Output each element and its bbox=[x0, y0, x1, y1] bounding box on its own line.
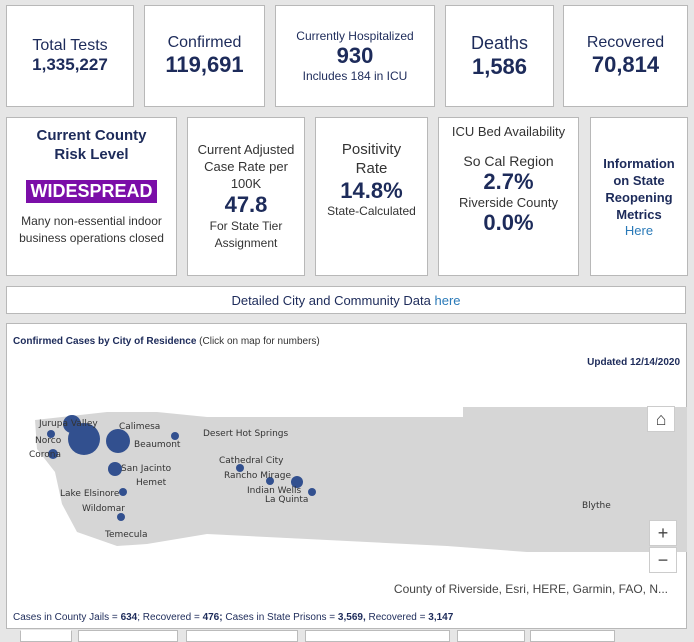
case-rate-card: Current Adjusted Case Rate per 100K 47.8… bbox=[187, 117, 305, 276]
confirmed-card: Confirmed 119,691 bbox=[144, 5, 265, 107]
city-label: Hemet bbox=[136, 478, 167, 488]
city-bubble bbox=[308, 488, 316, 496]
city-bubble bbox=[106, 429, 130, 453]
icu-title: ICU Bed Availability bbox=[451, 124, 566, 139]
recovered-card: Recovered 70,814 bbox=[563, 5, 688, 107]
city-label: Beaumont bbox=[134, 440, 181, 450]
riverside-county-map[interactable] bbox=[7, 324, 688, 630]
tab[interactable] bbox=[457, 630, 525, 642]
risk-title: Current County Risk Level bbox=[36, 127, 147, 163]
deaths-card: Deaths 1,586 bbox=[445, 5, 554, 107]
city-label: San Jacinto bbox=[121, 464, 172, 474]
total-tests-card: Total Tests 1,335,227 bbox=[6, 5, 134, 107]
hospitalized-note: Includes 184 in ICU bbox=[302, 69, 408, 83]
icu-county-value: 0.0% bbox=[483, 210, 534, 235]
city-label: Lake Elsinore bbox=[60, 489, 120, 499]
reopening-card: Information on State Reopening Metrics H… bbox=[590, 117, 688, 276]
city-label: Norco bbox=[35, 436, 62, 446]
case-rate-label: Current Adjusted Case Rate per 100K bbox=[197, 142, 295, 191]
risk-description: Many non-essential indoor business opera… bbox=[19, 214, 164, 245]
city-bubble bbox=[119, 488, 127, 496]
positivity-value: 14.8% bbox=[340, 178, 403, 203]
risk-level-card: Current County Risk Level WIDESPREAD Man… bbox=[6, 117, 177, 276]
case-rate-value: 47.8 bbox=[224, 192, 268, 217]
prisons-label: Cases in State Prisons = bbox=[222, 612, 338, 623]
recovered-label: Recovered = bbox=[365, 612, 429, 623]
total-tests-value: 1,335,227 bbox=[32, 55, 108, 74]
map-title: Confirmed Cases by City of Residence bbox=[13, 336, 197, 347]
zoom-in-button[interactable]: + bbox=[649, 520, 677, 546]
custody-stats: Cases in County Jails = 634; Recovered =… bbox=[13, 612, 453, 623]
hospitalized-value: 930 bbox=[336, 43, 374, 68]
banner-text: Detailed City and Community Data bbox=[231, 292, 431, 308]
city-label: Rancho Mirage bbox=[224, 471, 292, 481]
total-tests-label: Total Tests bbox=[32, 37, 108, 54]
recovered-value: 70,814 bbox=[591, 52, 660, 77]
hospitalized-label: Currently Hospitalized bbox=[296, 29, 414, 43]
zoom-out-button[interactable]: − bbox=[649, 547, 677, 573]
icu-region-label: So Cal Region bbox=[463, 153, 554, 169]
tab[interactable] bbox=[78, 630, 178, 642]
map-updated: Updated 12/14/2020 bbox=[587, 357, 680, 368]
city-label: Calimesa bbox=[119, 422, 161, 432]
city-label: Wildomar bbox=[82, 504, 125, 514]
home-icon: ⌂ bbox=[655, 408, 667, 429]
city-label: Indian Wells bbox=[247, 486, 302, 496]
case-rate-note: For State Tier Assignment bbox=[209, 219, 283, 250]
city-label: Temecula bbox=[105, 530, 148, 540]
city-label: Blythe bbox=[582, 501, 611, 511]
city-bubble bbox=[47, 430, 55, 438]
recovered-label: Recovered bbox=[586, 34, 665, 51]
detailed-data-banner: Detailed City and Community Data here bbox=[6, 286, 686, 314]
map-title-row: Confirmed Cases by City of Residence (Cl… bbox=[13, 336, 320, 347]
hospitalized-card: Currently Hospitalized 930 Includes 184 … bbox=[275, 5, 435, 107]
city-bubble bbox=[236, 464, 244, 472]
map-subtitle: (Click on map for numbers) bbox=[199, 336, 320, 347]
jails-value: 634 bbox=[120, 612, 138, 623]
icu-county-label: Riverside County bbox=[459, 195, 558, 210]
city-bubble bbox=[48, 449, 58, 459]
confirmed-label: Confirmed bbox=[167, 34, 242, 51]
city-label: La Quinta bbox=[265, 495, 309, 505]
map-panel: Confirmed Cases by City of Residence (Cl… bbox=[6, 323, 687, 629]
tab[interactable] bbox=[186, 630, 298, 642]
city-bubble bbox=[266, 477, 274, 485]
positivity-card: Positivity Rate 14.8% State-Calculated bbox=[315, 117, 428, 276]
city-bubble bbox=[68, 423, 100, 455]
tab[interactable] bbox=[305, 630, 450, 642]
risk-badge: WIDESPREAD bbox=[26, 180, 157, 203]
jails-label: Cases in County Jails = bbox=[13, 612, 121, 623]
reopening-link[interactable]: Here bbox=[624, 223, 654, 238]
icu-card: ICU Bed Availability So Cal Region 2.7% … bbox=[438, 117, 579, 276]
jails-recovered-value: 476; bbox=[202, 612, 223, 623]
city-bubble bbox=[171, 432, 179, 440]
county-shape bbox=[35, 407, 687, 552]
city-label: Desert Hot Springs bbox=[203, 429, 289, 439]
tab[interactable] bbox=[530, 630, 615, 642]
deaths-label: Deaths bbox=[470, 32, 529, 53]
positivity-note: State-Calculated bbox=[327, 204, 416, 218]
recovered-label: ; Recovered = bbox=[137, 612, 203, 623]
city-bubble bbox=[108, 462, 122, 476]
city-label: Jurupa Valley bbox=[39, 419, 98, 429]
city-label: Cathedral City bbox=[219, 456, 284, 466]
city-bubble bbox=[117, 513, 125, 521]
map-attribution: County of Riverside, Esri, HERE, Garmin,… bbox=[393, 582, 668, 596]
prisons-value: 3,569, bbox=[337, 612, 366, 623]
reopening-label: Information on State Reopening Metrics bbox=[603, 156, 675, 222]
deaths-value: 1,586 bbox=[471, 53, 528, 79]
home-button[interactable]: ⌂ bbox=[647, 406, 675, 432]
prisons-recovered-value: 3,147 bbox=[428, 612, 454, 623]
city-bubble bbox=[291, 476, 303, 488]
city-label: Corona bbox=[29, 450, 62, 460]
confirmed-value: 119,691 bbox=[165, 52, 244, 77]
tab[interactable] bbox=[20, 630, 72, 642]
banner-link[interactable]: here bbox=[434, 292, 461, 308]
positivity-label: Positivity Rate bbox=[341, 141, 402, 177]
icu-region-value: 2.7% bbox=[483, 169, 534, 194]
